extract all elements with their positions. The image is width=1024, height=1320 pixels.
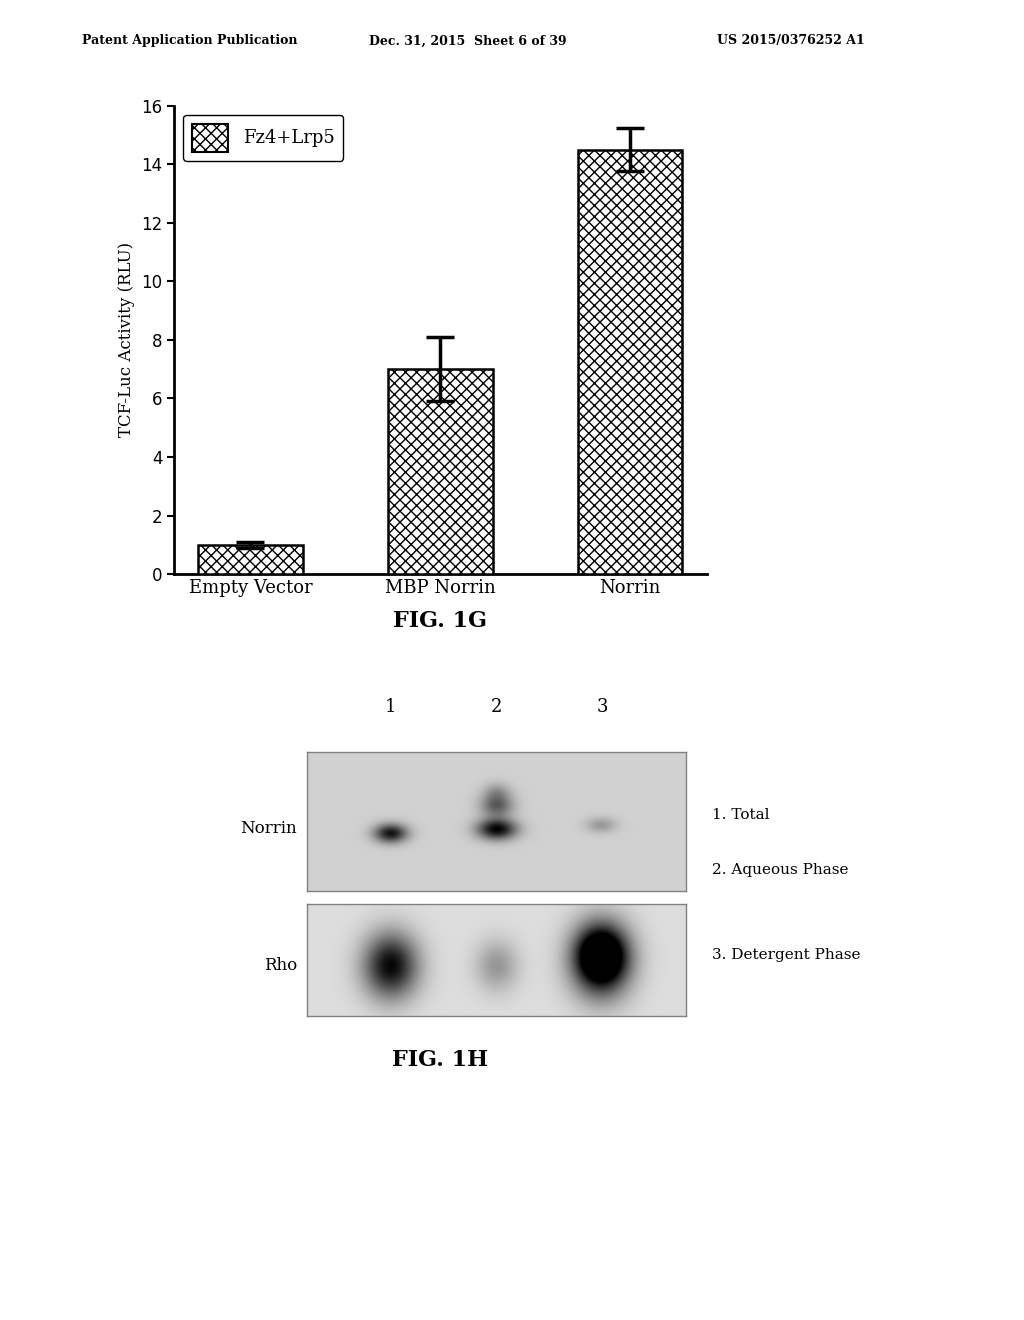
Text: 1. Total: 1. Total (712, 808, 769, 822)
Bar (199, 545, 303, 574)
Text: 1: 1 (385, 698, 396, 715)
Text: FIG. 1G: FIG. 1G (393, 610, 487, 632)
Text: Patent Application Publication: Patent Application Publication (82, 34, 297, 48)
Text: Dec. 31, 2015  Sheet 6 of 39: Dec. 31, 2015 Sheet 6 of 39 (369, 34, 566, 48)
Text: 2. Aqueous Phase: 2. Aqueous Phase (712, 863, 848, 878)
Text: FIG. 1H: FIG. 1H (392, 1049, 488, 1072)
Text: 2: 2 (490, 698, 503, 715)
Text: Norrin: Norrin (241, 820, 297, 837)
Text: 3. Detergent Phase: 3. Detergent Phase (712, 948, 860, 962)
Bar (578, 149, 682, 574)
Text: US 2015/0376252 A1: US 2015/0376252 A1 (717, 34, 864, 48)
Y-axis label: TCF-Luc Activity (RLU): TCF-Luc Activity (RLU) (119, 243, 135, 437)
Bar (388, 370, 493, 574)
Text: 3: 3 (597, 698, 608, 715)
Text: Rho: Rho (264, 957, 297, 974)
Legend: Fz4+Lrp5: Fz4+Lrp5 (183, 115, 343, 161)
